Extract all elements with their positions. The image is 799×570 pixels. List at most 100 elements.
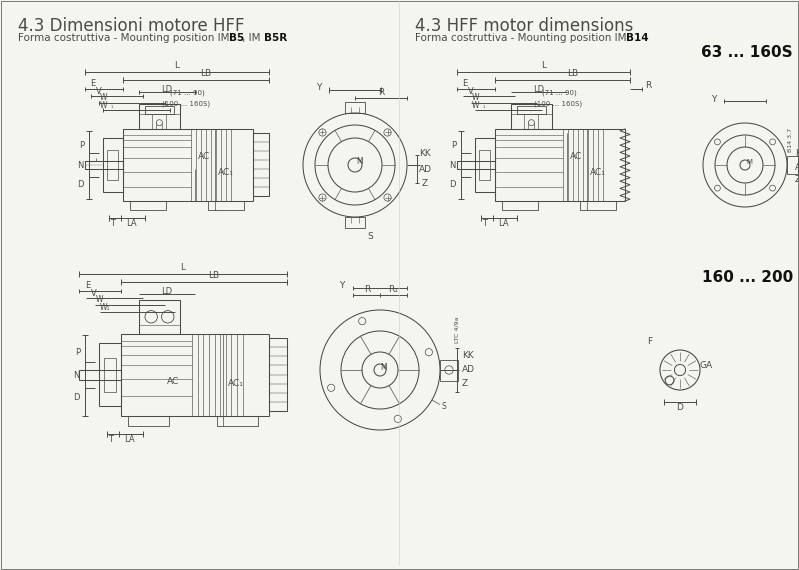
Text: S: S [367,232,373,241]
Text: V: V [91,288,97,298]
Text: D: D [74,393,80,402]
Text: L: L [174,62,180,71]
Bar [457,161,495,169]
Text: LTC 4/9a: LTC 4/9a [455,317,459,343]
Text: LA: LA [124,435,134,445]
Text: KK: KK [419,149,431,157]
Bar [475,138,495,192]
Bar [517,107,546,114]
Text: AC: AC [167,377,179,386]
Text: T: T [483,219,487,229]
Text: (71 ... 90): (71 ... 90) [169,89,205,96]
Text: E: E [463,79,467,88]
Text: KK: KK [462,352,474,360]
Text: 63 ... 160S: 63 ... 160S [702,45,793,60]
Text: 4.3 Dimensioni motore HFF: 4.3 Dimensioni motore HFF [18,17,244,35]
Text: ₁: ₁ [111,104,113,108]
Text: N: N [74,370,80,380]
Bar [85,161,123,169]
Bar [511,104,552,129]
Bar [107,150,118,180]
Text: D: D [450,180,456,189]
Bar [502,201,538,210]
Bar [129,201,165,210]
Text: AC: AC [197,152,209,161]
Bar [121,334,269,416]
Text: F: F [647,337,652,347]
Bar [269,338,287,411]
Text: AC₁: AC₁ [590,168,606,177]
Text: E: E [90,79,96,88]
Text: R₁: R₁ [388,286,398,295]
Text: (100 ... 160S): (100 ... 160S) [162,101,210,107]
Text: S: S [441,402,446,411]
Text: Y: Y [711,95,717,104]
Bar [344,101,365,113]
Text: AD: AD [462,365,475,374]
Text: AC₁: AC₁ [228,378,244,388]
Text: LA: LA [125,219,137,229]
Bar [217,416,258,426]
Bar [138,104,181,129]
Text: AC₁: AC₁ [218,168,234,177]
Text: KK: KK [795,149,799,157]
Text: P: P [75,348,80,357]
Text: AD: AD [419,165,431,174]
Text: M: M [356,157,364,165]
Text: Z: Z [422,178,428,188]
Text: Forma costruttiva - Mounting position IM: Forma costruttiva - Mounting position IM [415,33,630,43]
Text: R: R [645,82,651,91]
Text: N: N [450,161,456,169]
Text: LA: LA [498,219,508,229]
Text: B5R: B5R [264,33,288,43]
Text: W: W [471,93,479,103]
Text: E: E [85,282,90,291]
Bar [139,300,181,334]
Bar [344,217,365,229]
Bar [79,370,121,380]
Text: 4.3 HFF motor dimensions: 4.3 HFF motor dimensions [415,17,634,35]
Bar [129,416,169,426]
Text: ₁: ₁ [483,104,485,108]
Text: B14 3.7: B14 3.7 [789,128,793,152]
Text: R: R [364,286,370,295]
Text: L: L [181,263,185,272]
Bar [99,343,121,406]
Bar [253,133,269,196]
Text: M: M [746,159,752,165]
Text: Y: Y [340,282,344,291]
Text: LD: LD [161,287,173,296]
Bar [787,156,797,174]
Text: , IM: , IM [242,33,264,43]
Text: W: W [472,100,479,109]
Text: (71 ... 90): (71 ... 90) [542,89,576,96]
Bar [440,360,458,381]
Bar [104,358,116,392]
Text: V: V [468,87,474,96]
Text: LD: LD [161,86,172,95]
Text: 160 ... 200: 160 ... 200 [702,270,793,285]
Text: W: W [95,295,103,304]
Text: (100 ... 160S): (100 ... 160S) [534,101,582,107]
Text: Forma costruttiva - Mounting position IM: Forma costruttiva - Mounting position IM [18,33,233,43]
Text: T: T [110,219,116,229]
Bar [208,201,244,210]
Text: B14: B14 [626,33,649,43]
Bar [495,129,625,201]
Bar [123,129,253,201]
Text: Y: Y [316,83,322,92]
Text: W: W [100,100,108,109]
Text: P: P [451,141,456,150]
Text: AD: AD [795,162,799,172]
Text: W: W [99,93,107,103]
Text: LB: LB [567,70,578,79]
Text: Z: Z [462,380,468,389]
Text: P: P [79,141,84,150]
Text: AC: AC [570,152,582,161]
Text: B5: B5 [229,33,244,43]
Text: T: T [109,435,113,445]
Bar [103,138,123,192]
Text: R: R [378,88,384,97]
Text: Z: Z [795,176,799,185]
Text: D: D [78,180,84,189]
